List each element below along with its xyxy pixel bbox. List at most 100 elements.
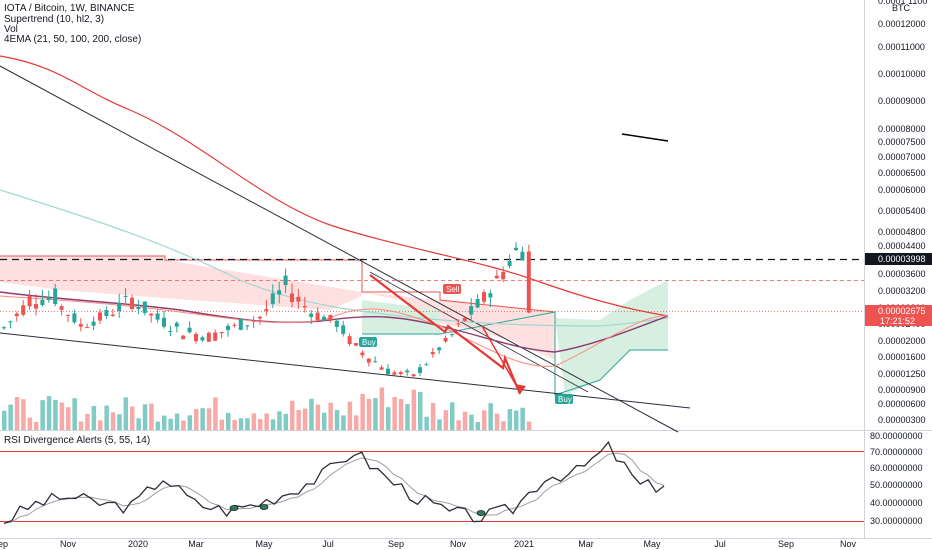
candle[interactable] [296, 289, 301, 309]
candle[interactable] [53, 283, 58, 307]
candle[interactable] [501, 266, 506, 283]
candle[interactable] [450, 333, 454, 338]
candle[interactable] [526, 244, 531, 314]
candle[interactable] [238, 318, 243, 331]
candle[interactable] [507, 254, 512, 269]
candle[interactable] [264, 299, 269, 316]
candle[interactable] [354, 342, 358, 347]
candle[interactable] [322, 314, 326, 322]
candle[interactable] [149, 312, 154, 323]
candle[interactable] [405, 368, 410, 376]
candle[interactable] [213, 329, 218, 342]
candle[interactable] [488, 289, 493, 308]
candle[interactable] [392, 370, 397, 376]
candle[interactable] [424, 362, 429, 366]
candle[interactable] [277, 281, 282, 304]
candle[interactable] [334, 318, 339, 333]
candle[interactable] [72, 309, 77, 324]
price-pane[interactable] [0, 0, 864, 430]
candle[interactable] [514, 242, 518, 251]
candle[interactable] [469, 298, 474, 322]
candle[interactable] [66, 314, 70, 323]
candle[interactable] [110, 308, 115, 317]
candle[interactable] [206, 331, 211, 342]
candle[interactable] [386, 364, 390, 375]
time-axis[interactable]: Sep Nov 2020 Mar May Jul Sep Nov 2021 Mar May Jul Se… [0, 539, 856, 549]
candle[interactable] [98, 309, 102, 324]
candle[interactable] [155, 308, 160, 323]
ema-legend[interactable]: 4EMA (21, 50, 100, 200, close) [4, 34, 142, 45]
candle[interactable] [2, 326, 6, 330]
volume-bar [232, 419, 237, 430]
candlestick-series[interactable] [2, 242, 531, 377]
candle[interactable] [520, 246, 525, 261]
candle[interactable] [14, 311, 19, 322]
time-tick-label: 2021 [514, 539, 534, 549]
candle[interactable] [398, 370, 403, 376]
rsi-pane[interactable] [0, 430, 864, 538]
candle[interactable] [187, 321, 192, 334]
candle[interactable] [59, 304, 64, 316]
candle[interactable] [251, 316, 256, 329]
candle[interactable] [462, 317, 467, 322]
candle[interactable] [360, 350, 365, 358]
candle[interactable] [8, 320, 13, 329]
candle[interactable] [315, 307, 320, 322]
candle[interactable] [34, 294, 38, 316]
candle[interactable] [142, 301, 147, 316]
candle[interactable] [130, 294, 134, 312]
candle[interactable] [430, 347, 435, 358]
candle[interactable] [366, 358, 371, 367]
candle[interactable] [162, 310, 166, 329]
candle[interactable] [258, 315, 262, 325]
rsi-legend[interactable]: RSI Divergence Alerts (5, 55, 14) [4, 435, 151, 446]
candle[interactable] [456, 319, 461, 328]
candle[interactable] [27, 289, 32, 311]
candle[interactable] [117, 293, 122, 318]
candle[interactable] [78, 318, 83, 332]
candle[interactable] [283, 268, 288, 294]
candle[interactable] [475, 294, 480, 309]
candle[interactable] [194, 331, 198, 344]
candle[interactable] [270, 284, 275, 308]
candle[interactable] [226, 323, 230, 337]
candle[interactable] [200, 335, 205, 343]
candle[interactable] [168, 325, 173, 337]
candle[interactable] [245, 325, 250, 331]
candle[interactable] [379, 365, 384, 370]
candle[interactable] [373, 356, 378, 363]
candle[interactable] [21, 300, 26, 317]
rsi-axis[interactable]: 80.00000000 70.00000000 60.00000000 50.0000… [870, 431, 923, 526]
candle[interactable] [347, 333, 352, 347]
supertrend-legend[interactable]: Supertrend (10, hl2, 3) [4, 14, 105, 25]
candle[interactable] [309, 310, 314, 325]
candle[interactable] [443, 335, 448, 344]
candle[interactable] [40, 289, 45, 307]
candle[interactable] [302, 296, 307, 313]
candle[interactable] [411, 373, 416, 377]
time-tick-label: Jul [714, 539, 726, 549]
candle[interactable] [174, 321, 179, 333]
candle[interactable] [494, 269, 499, 279]
candle[interactable] [290, 283, 294, 308]
candle[interactable] [341, 320, 346, 337]
candle[interactable] [85, 323, 90, 329]
candle[interactable] [91, 316, 96, 331]
candle[interactable] [219, 331, 224, 339]
candle[interactable] [418, 364, 422, 377]
candle[interactable] [46, 290, 51, 303]
volume-bar [72, 398, 77, 430]
candle[interactable] [328, 314, 333, 323]
candle[interactable] [136, 299, 141, 315]
candle[interactable] [104, 306, 109, 320]
candle[interactable] [482, 289, 486, 305]
time-tick-label: 2020 [128, 539, 148, 549]
candle[interactable] [123, 288, 128, 303]
symbol-legend[interactable]: IOTA / Bitcoin, 1W, BINANCE [4, 3, 135, 14]
candle[interactable] [181, 334, 186, 340]
candle[interactable] [437, 346, 442, 354]
volume-legend[interactable]: Vol [4, 24, 18, 35]
candle[interactable] [232, 322, 237, 328]
